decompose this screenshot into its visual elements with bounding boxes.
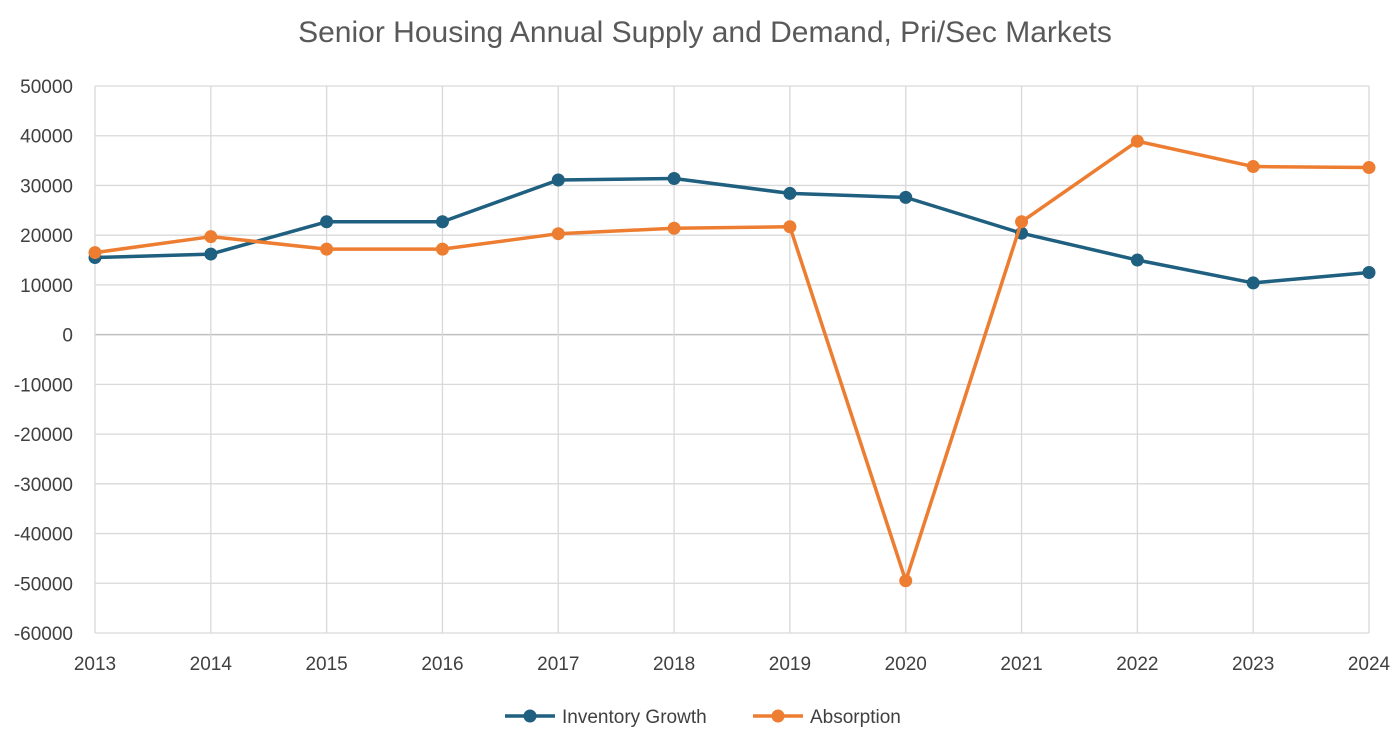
series-layer — [88, 134, 1376, 588]
data-point — [1362, 265, 1376, 279]
data-point — [1015, 215, 1029, 229]
data-point — [1246, 160, 1260, 174]
data-point — [667, 221, 681, 235]
data-point — [1130, 134, 1144, 148]
data-point — [899, 574, 913, 588]
data-point — [320, 242, 334, 256]
y-tick-label: 20000 — [20, 226, 73, 247]
x-tick-label: 2015 — [305, 654, 347, 675]
gridlines — [94, 85, 1370, 634]
data-point — [1130, 253, 1144, 267]
y-tick-label: -60000 — [14, 624, 73, 645]
x-tick-label: 2018 — [653, 654, 695, 675]
x-tick-label: 2024 — [1348, 654, 1391, 675]
x-tick-label: 2021 — [1000, 654, 1042, 675]
x-tick-label: 2013 — [74, 654, 116, 675]
y-tick-label: 10000 — [20, 276, 73, 297]
legend-marker — [771, 709, 785, 723]
x-tick-label: 2020 — [885, 654, 927, 675]
data-point — [1362, 161, 1376, 175]
y-tick-label: 30000 — [20, 176, 73, 197]
legend-marker — [523, 709, 537, 723]
legend-label: Absorption — [810, 707, 901, 728]
x-tick-label: 2017 — [537, 654, 579, 675]
y-tick-label: -30000 — [14, 475, 73, 496]
x-tick-label: 2023 — [1232, 654, 1274, 675]
y-tick-label: -50000 — [14, 574, 73, 595]
series-line — [93, 139, 1371, 583]
x-tick-label: 2014 — [190, 654, 233, 675]
legend-item: Inventory Growth — [505, 707, 707, 728]
data-point — [551, 227, 565, 241]
y-axis-tick-labels: 50000 40000 30000 20000 10000 0 -10000 -20000 -3… — [14, 77, 73, 645]
data-point — [1246, 276, 1260, 290]
data-point — [667, 171, 681, 185]
legend-item: Absorption — [753, 707, 901, 728]
data-point — [204, 230, 218, 244]
y-tick-label: -20000 — [14, 425, 73, 446]
x-tick-label: 2019 — [769, 654, 811, 675]
x-tick-label: 2016 — [421, 654, 463, 675]
y-tick-label: 0 — [62, 326, 73, 347]
x-tick-label: 2022 — [1116, 654, 1158, 675]
y-tick-label: 40000 — [20, 127, 73, 148]
data-point — [783, 186, 797, 200]
data-point — [204, 247, 218, 261]
data-point — [435, 242, 449, 256]
legend-label: Inventory Growth — [562, 707, 707, 728]
x-axis-tick-labels: 2013 2014 2015 2016 2017 2018 2019 2020 2021 2022… — [74, 654, 1391, 675]
legend: Inventory Growth Absorption — [505, 707, 901, 728]
data-point — [551, 173, 565, 187]
chart-title: Senior Housing Annual Supply and Demand,… — [298, 16, 1112, 49]
series-line — [93, 176, 1371, 285]
y-tick-label: -10000 — [14, 375, 73, 396]
y-tick-label: -40000 — [14, 525, 73, 546]
data-point — [320, 215, 334, 229]
data-point — [899, 190, 913, 204]
y-tick-label: 50000 — [20, 77, 73, 98]
series-group — [88, 171, 1376, 290]
series-group — [88, 134, 1376, 588]
data-point — [435, 215, 449, 229]
data-point — [88, 246, 102, 260]
data-point — [783, 220, 797, 234]
